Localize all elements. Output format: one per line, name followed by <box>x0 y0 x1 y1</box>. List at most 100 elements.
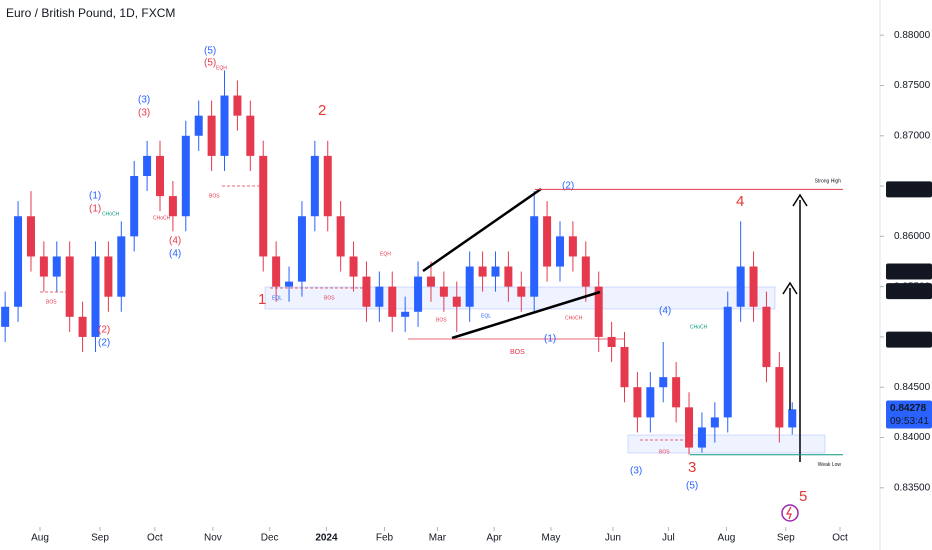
candle-body <box>723 306 732 418</box>
candle-body <box>439 286 448 297</box>
x-tick-label: Aug <box>31 533 49 544</box>
price-label: 0.85455 <box>890 286 927 297</box>
candle-body <box>388 286 397 317</box>
candle-body <box>568 236 577 257</box>
y-tick-label: 0.84500 <box>894 382 931 393</box>
candle-body <box>362 276 371 307</box>
x-tick-label: Sep <box>91 533 109 544</box>
bos-label: BOS <box>436 317 447 323</box>
candle-body <box>156 155 164 197</box>
wave-label: 3 <box>688 459 696 476</box>
countdown: 09:53:41 <box>890 416 929 427</box>
candle-body <box>556 236 564 267</box>
subwave-label: (1) <box>544 334 556 345</box>
subwave-label: (1) <box>89 191 101 202</box>
candles <box>1 70 797 455</box>
bos-label: BOS <box>510 349 525 356</box>
price-label: 0.85650 <box>890 266 927 277</box>
flash-icon[interactable] <box>781 504 799 522</box>
candle-body <box>685 407 694 448</box>
annotations: 1 2 3 4 5 (1) (1) (2) (2) (3) (3) (4) (4… <box>46 46 807 505</box>
candle-body <box>194 115 203 136</box>
candle-body <box>465 266 474 307</box>
subwave-label: (3) <box>138 108 150 119</box>
candle-body <box>297 216 306 282</box>
arrow-head <box>782 281 798 295</box>
wave-label: 2 <box>318 102 326 119</box>
candle-body <box>207 115 216 156</box>
choch-label: CHoCH <box>565 315 583 321</box>
candle-body <box>749 266 758 307</box>
candle-body <box>143 155 152 177</box>
candle-body <box>775 367 784 428</box>
x-tick-label: Jun <box>605 533 621 544</box>
price-label-box <box>886 331 932 348</box>
eqh-label: EQH <box>216 65 227 71</box>
candle-body <box>181 135 190 217</box>
candle-body <box>91 256 100 337</box>
candle-body <box>310 155 319 217</box>
price-label-box <box>886 263 932 280</box>
chart-title: Euro / British Pound, 1D, FXCM <box>6 6 175 20</box>
candle-body <box>581 256 590 287</box>
subwave-label: (3) <box>138 95 150 106</box>
candle-body <box>14 216 23 307</box>
choch-label: CHoCH <box>102 211 120 217</box>
trendline <box>422 187 542 273</box>
y-tick-label: 0.84000 <box>894 432 931 443</box>
candle-body <box>517 286 526 297</box>
candle-body <box>272 256 281 287</box>
y-tick-label: 0.87000 <box>894 130 931 141</box>
x-tick-label: Oct <box>147 533 163 544</box>
y-tick-label: 0.87500 <box>894 80 931 91</box>
subwave-label: (2) <box>98 338 110 349</box>
trendlines <box>422 187 601 340</box>
x-tick-label: Jul <box>662 533 675 544</box>
x-tick-label: Oct <box>832 533 848 544</box>
arrow-head <box>792 193 808 207</box>
eql-label: EQL <box>481 313 491 319</box>
subwave-label: (2) <box>98 325 110 336</box>
last-price-box <box>886 400 932 429</box>
candle-body <box>633 387 642 418</box>
x-tick-label: Apr <box>486 533 502 544</box>
price-label: 0.86467 <box>890 184 927 195</box>
price-label-box <box>886 181 932 198</box>
candle-body <box>414 276 423 312</box>
subwave-label: (2) <box>562 181 574 192</box>
level-label: Strong High <box>815 179 842 185</box>
candle-body <box>672 377 681 408</box>
x-tick-label: Dec <box>261 533 279 544</box>
choch-label: CHoCH <box>690 324 708 330</box>
candle-body <box>452 296 461 307</box>
candle-body <box>594 286 603 337</box>
subwave-label: (4) <box>169 236 181 247</box>
zone <box>627 434 826 454</box>
candle-body <box>543 216 552 267</box>
x-tick-label: Nov <box>204 533 222 544</box>
candle-body <box>607 336 616 347</box>
last-price: 0.84278 <box>890 403 927 414</box>
x-tick-label: 2024 <box>315 533 338 544</box>
candle-body <box>39 256 48 277</box>
candle-body <box>104 256 113 297</box>
candle-body <box>130 176 139 237</box>
candle-body <box>504 266 513 287</box>
y-tick-label: 0.88000 <box>894 30 931 41</box>
price-label-box <box>886 283 932 300</box>
candle-body <box>620 346 629 388</box>
choch-label: CHoCH <box>153 215 171 221</box>
arrows <box>782 193 808 462</box>
candle-body <box>375 286 384 307</box>
y-tick-label: 0.83500 <box>894 482 931 493</box>
candle-body <box>117 236 126 297</box>
wave-label: 5 <box>799 488 807 505</box>
x-tick-label: May <box>542 533 561 544</box>
flash-bolt <box>785 506 792 520</box>
candle-body <box>26 216 35 257</box>
subwave-label: (5) <box>204 46 216 57</box>
candle-body <box>710 417 719 428</box>
x-tick-label: Sep <box>777 533 795 544</box>
x-tick-label: Mar <box>429 533 447 544</box>
